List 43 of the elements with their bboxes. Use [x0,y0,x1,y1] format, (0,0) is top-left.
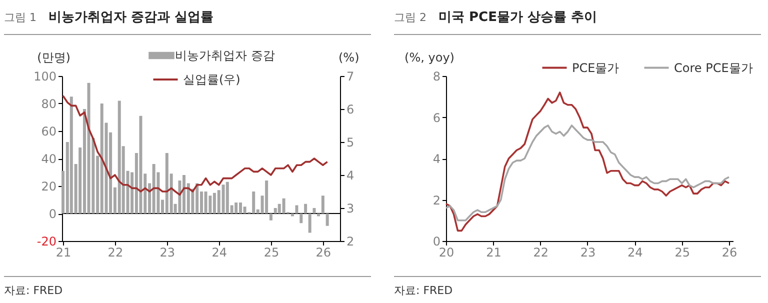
legend-label: 비농가취업자 증감 [175,48,275,62]
x-tick-label: 26 [722,246,738,260]
legend-label: Core PCE물가 [674,60,753,75]
y-tick-label: 100 [34,70,56,84]
y2-tick-label: 7 [346,70,354,84]
x-tick-label: 25 [264,246,280,260]
caption: 그림 1 [4,11,36,24]
y-tick-label: -20 [36,234,56,248]
y-tick-label: 4 [432,152,440,166]
x-tick-label: 25 [674,246,690,260]
y-tick-label: 0 [48,207,56,221]
y2-tick-label: 6 [346,102,354,116]
x-tick-label: 21 [486,246,502,260]
legend-label: PCE물가 [572,60,620,75]
x-tick-label: 23 [580,246,596,260]
y2-tick-label: 2 [346,234,354,248]
x-tick-label: 21 [56,246,72,260]
x-tick-label: 22 [108,246,124,260]
y-axis-title: (%, yoy) [404,50,454,64]
y-tick-label: 80 [41,97,56,111]
chart-title: 비농가취업자 증감과 실업률 [48,10,214,25]
y-axis-title: (만명) [37,50,70,64]
x-tick-label: 22 [533,246,549,260]
y-tick-label: 40 [41,152,56,166]
x-tick-label: 24 [212,246,228,260]
y2-tick-label: 4 [346,168,354,182]
text: 자료: FRED [4,276,371,298]
caption: 그림 2 [394,11,426,24]
y2-axis-title: (%) [338,50,360,64]
y2-tick-label: 5 [346,136,354,150]
text: 자료: FRED [394,276,761,298]
y-tick-label: 60 [41,124,56,138]
y-tick-label: 20 [41,180,56,194]
y-tick-label: 8 [432,70,440,84]
y-tick-label: 6 [432,110,440,125]
x-tick-label: 26 [316,246,332,260]
legend-label: 실업률(우) [183,72,240,86]
chart-title: 미국 PCE물가 상승률 추이 [438,10,598,25]
y2-tick-label: 3 [346,202,354,216]
y-tick-label: 0 [432,234,440,248]
y-tick-label: 2 [432,193,440,208]
x-tick-label: 23 [160,246,176,260]
x-tick-label: 24 [627,246,643,260]
